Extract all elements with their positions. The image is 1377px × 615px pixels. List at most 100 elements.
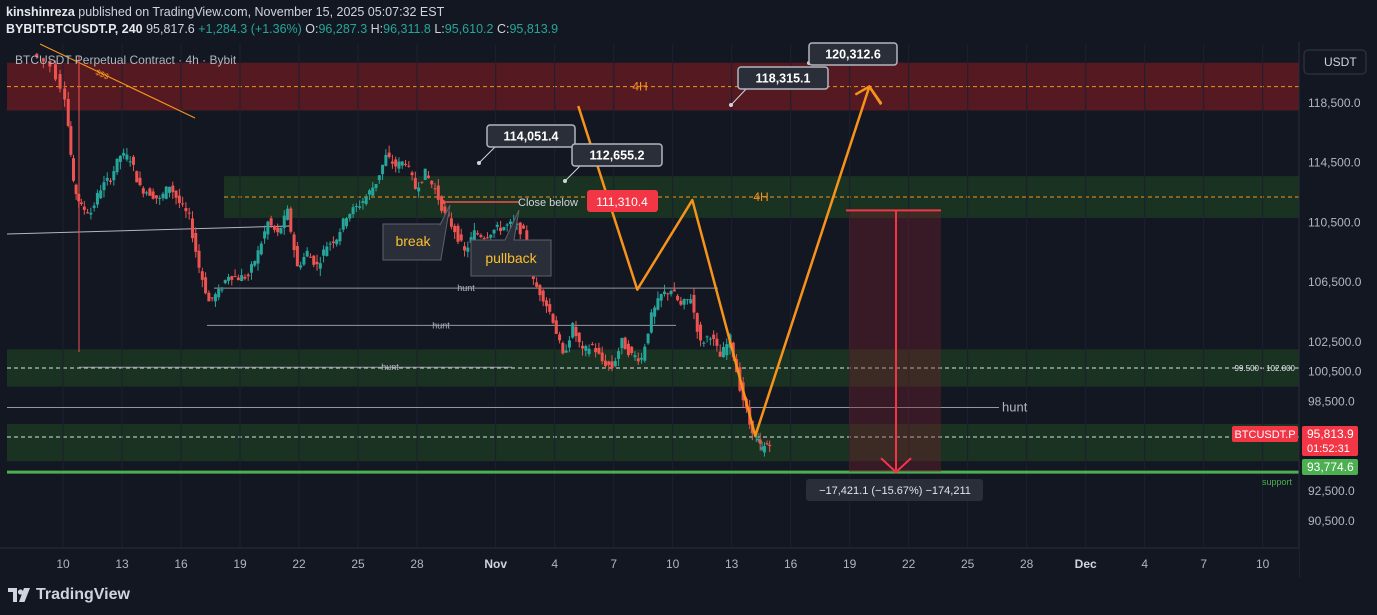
candle-body [308, 256, 312, 258]
candle-body [603, 360, 607, 367]
candle-body [53, 64, 57, 80]
price-tick: 92,500.0 [1308, 484, 1355, 498]
support-label: support [1262, 477, 1293, 487]
symbol-tag: BTCUSDT.P [1234, 429, 1295, 441]
symbol-interval[interactable]: BYBIT:BTCUSDT.P, 240 [6, 22, 143, 36]
candle-body [472, 230, 476, 244]
callout-price: 114,051.4 [504, 130, 559, 144]
candle-body [227, 276, 231, 281]
candle-body [263, 231, 267, 239]
candle-body [653, 307, 657, 317]
candle-body [482, 238, 486, 240]
candle-body [590, 344, 594, 346]
time-tick: 19 [233, 557, 247, 571]
candle-body [584, 345, 588, 351]
candle-body [387, 152, 391, 158]
candle-body [246, 274, 250, 277]
candle-body [164, 186, 168, 199]
time-tick: 16 [784, 557, 798, 571]
candle-body [669, 290, 673, 295]
projection-arrowhead [854, 84, 883, 105]
time-tick: 4 [551, 557, 558, 571]
candle-body [154, 195, 158, 199]
candle-body [718, 351, 722, 357]
trend-line [6, 225, 291, 235]
candle-body [174, 190, 178, 198]
candle-body [695, 313, 699, 332]
candle-body [756, 438, 760, 441]
candle-body [433, 188, 437, 190]
price-tick: 110,500.0 [1308, 215, 1361, 229]
candle-body [636, 358, 640, 362]
hunt-label: hunt [1002, 400, 1028, 415]
zone-label: 4H [753, 190, 768, 204]
candle-body [479, 235, 483, 238]
callout-price: 118,315.1 [756, 72, 811, 86]
candle-body [413, 177, 417, 190]
candle-body [71, 158, 75, 181]
price-change: +1,284.3 (+1.36%) [198, 22, 302, 36]
candle-body [721, 346, 725, 358]
candle-body [476, 233, 480, 235]
candle-body [466, 247, 470, 252]
candle-body [79, 202, 83, 205]
candle-body [282, 215, 286, 229]
candle-body [58, 74, 62, 89]
candle-body [762, 446, 766, 453]
author-name[interactable]: kinshinreza [6, 5, 75, 19]
tradingview-logo[interactable]: TradingView [8, 586, 130, 604]
callout-box [808, 42, 898, 66]
break-bubble [382, 204, 451, 261]
open-label: O: [305, 22, 319, 36]
candle-body [151, 191, 155, 199]
candle-body [200, 271, 204, 280]
candle-body [358, 206, 362, 208]
currency-label: USDT [1324, 55, 1357, 69]
candle-body [659, 294, 663, 301]
zone-label: 4H [632, 80, 647, 94]
candle-body [633, 355, 637, 358]
candle-body [754, 436, 758, 438]
candle-body [449, 218, 453, 227]
time-tick: 22 [902, 557, 916, 571]
time-tick: 10 [1256, 557, 1270, 571]
candle-body [410, 172, 414, 176]
candle-body [400, 161, 404, 166]
callout-box [486, 124, 576, 148]
chart-header: kinshinreza published on TradingView.com… [0, 0, 1377, 42]
candle-body [207, 292, 211, 302]
candle-body [662, 291, 666, 294]
candle-body [269, 218, 273, 226]
candle-body [492, 229, 496, 234]
time-tick: 25 [351, 557, 365, 571]
candle-body [679, 300, 683, 305]
candle-body [554, 320, 558, 334]
candle-body [302, 257, 306, 265]
price-tick: 106,500.0 [1308, 275, 1362, 289]
candle-body [210, 297, 214, 299]
candle-body [194, 233, 198, 252]
candle-body [381, 164, 385, 175]
candle-body [223, 280, 227, 284]
candle-body [725, 344, 729, 356]
support-tag: 93,774.6 [1307, 460, 1354, 474]
time-tick: 13 [725, 557, 739, 571]
time-tick: 10 [56, 557, 70, 571]
candle-body [243, 276, 247, 279]
candle-body [508, 221, 512, 225]
candle-body [558, 334, 562, 341]
price-tick: 100,500.0 [1308, 365, 1362, 379]
price-tick: 98,500.0 [1308, 395, 1355, 409]
candle-body [544, 300, 548, 307]
hunt-label: hunt [457, 283, 475, 293]
candle-body [168, 186, 172, 193]
candle-body [292, 234, 296, 251]
candle-body [489, 234, 493, 238]
candle-body [74, 184, 78, 195]
candle-body [760, 447, 764, 450]
candle-body [682, 299, 686, 305]
candle-body [279, 227, 283, 234]
currency-button[interactable] [1303, 49, 1367, 75]
candle-body [394, 159, 398, 167]
